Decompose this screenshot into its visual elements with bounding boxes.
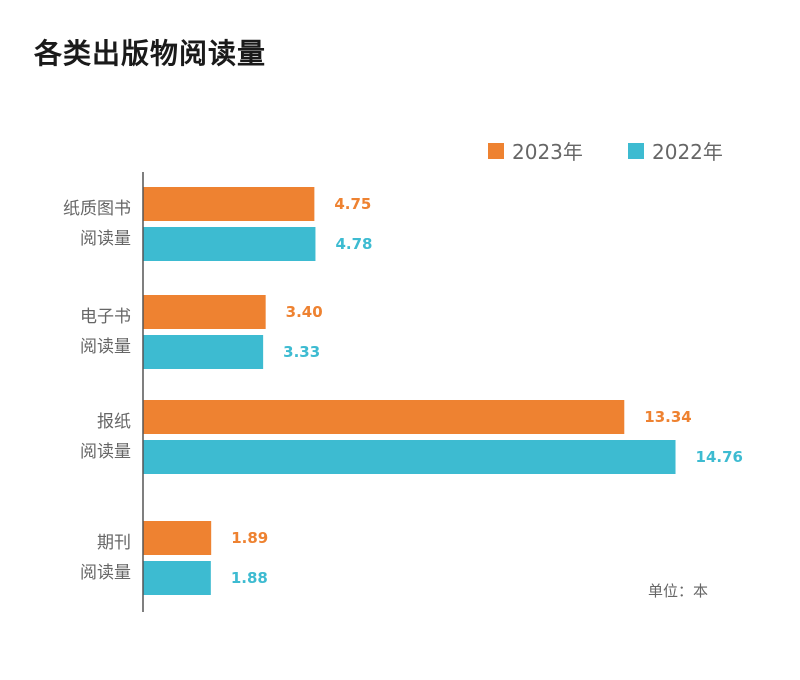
bar-2-series-2023	[143, 295, 266, 329]
chart-title: 各类出版物阅读量	[34, 37, 267, 70]
bar-4-series-2022	[143, 561, 211, 595]
legend-swatch-1	[488, 143, 504, 159]
category-label-2-line-2: 阅读量	[80, 337, 131, 357]
bar-1-series-2022	[143, 227, 316, 261]
category-label-3-line-2: 阅读量	[80, 442, 131, 462]
data-label-4-1: 1.89	[231, 529, 268, 547]
data-label-1-2: 4.78	[335, 235, 372, 253]
bar-4-series-2023	[143, 521, 212, 555]
category-label-1-line-1: 纸质图书	[63, 199, 131, 219]
legend-label-1: 2023年	[512, 140, 583, 164]
data-label-1-1: 4.75	[334, 195, 371, 213]
category-label-3-line-1: 报纸	[97, 412, 131, 432]
data-label-2-2: 3.33	[283, 343, 320, 361]
category-label-4-line-2: 阅读量	[80, 563, 131, 583]
data-label-3-2: 14.76	[696, 448, 743, 466]
data-label-2-1: 3.40	[286, 303, 323, 321]
data-label-3-1: 13.34	[644, 408, 691, 426]
data-label-4-2: 1.88	[231, 569, 268, 587]
bar-3-series-2022	[143, 440, 676, 474]
category-label-1-line-2: 阅读量	[80, 229, 131, 249]
bar-1-series-2023	[143, 187, 315, 221]
unit-note: 单位：本	[648, 582, 709, 600]
legend-label-2: 2022年	[652, 140, 723, 164]
category-label-2-line-1: 电子书	[80, 307, 131, 327]
bar-3-series-2023	[143, 400, 625, 434]
category-label-4-line-1: 期刊	[97, 533, 131, 553]
legend-swatch-2	[628, 143, 644, 159]
bar-2-series-2022	[143, 335, 264, 369]
